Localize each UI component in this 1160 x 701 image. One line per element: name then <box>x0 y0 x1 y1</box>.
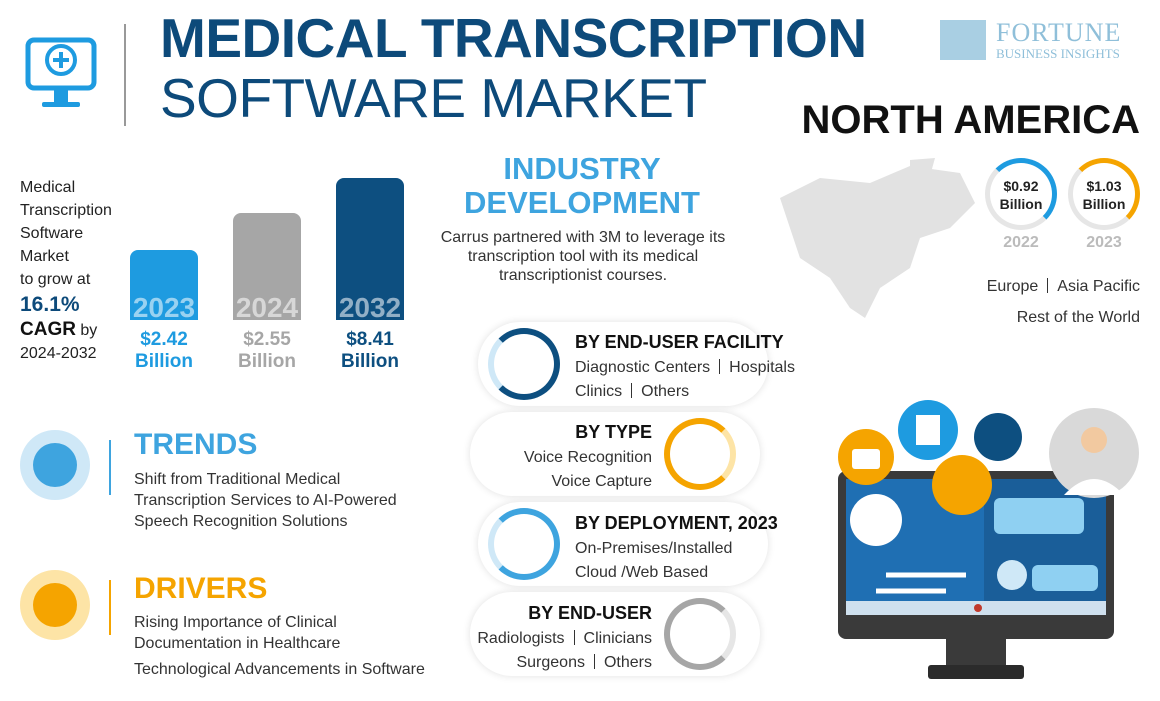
segment-text: BY END-USER Radiologists Clinicians Surgeon… <box>477 601 652 675</box>
item: Clinics <box>575 383 623 400</box>
trends-title: TRENDS <box>134 428 258 461</box>
map <box>780 158 975 318</box>
divider <box>109 440 111 495</box>
stat-ring <box>985 158 1057 230</box>
value: $2.55 <box>243 329 291 350</box>
stat-value: $1.03 <box>1086 178 1122 194</box>
segment-title: BY END-USER FACILITY <box>575 332 784 352</box>
item: Surgeons <box>516 654 585 671</box>
stat: $0.92 Billion <box>985 177 1057 213</box>
bar-year: 2032 <box>338 292 402 323</box>
other-regions: Europe Asia Pacific <box>987 278 1140 296</box>
item: Voice Recognition <box>523 449 652 466</box>
stat: $1.03 Billion <box>1068 177 1140 213</box>
growth-line: Medical <box>20 179 76 196</box>
region: Europe <box>986 278 1039 295</box>
segment-title: BY TYPE <box>575 422 652 442</box>
stat-value: $0.92 <box>1003 178 1039 194</box>
value: $8.41 <box>346 329 394 350</box>
region: Asia Pacific <box>1057 278 1140 295</box>
item: Others <box>641 383 690 400</box>
divider <box>124 24 126 126</box>
driver: Rising Importance of Clinical Documentat… <box>134 614 341 652</box>
growth-line: Transcription <box>20 202 112 219</box>
bar: 2032 <box>336 178 404 323</box>
cagr-label: CAGR <box>20 319 76 340</box>
monitor-icon <box>25 37 97 107</box>
driver: Technological Advancements in Software <box>134 661 425 678</box>
bar-value: $8.41 Billion <box>325 329 415 373</box>
item: Diagnostic Centers <box>575 359 711 376</box>
growth-text: Medical Transcription Software Market to… <box>20 176 112 365</box>
illustration <box>838 400 1139 679</box>
segment-title: BY END-USER <box>528 603 652 623</box>
trends-text: Shift from Traditional Medical Transcrip… <box>134 471 397 530</box>
unit: Billion <box>237 351 297 372</box>
segment-icon <box>488 328 560 400</box>
item: Clinicians <box>583 630 652 647</box>
stat-unit: Billion <box>1082 196 1126 212</box>
drivers-icon <box>20 570 90 640</box>
stat-unit: Billion <box>999 196 1043 212</box>
segment-text: BY TYPE Voice Recognition Voice Capture <box>524 420 652 494</box>
segment-text: BY END-USER FACILITY Diagnostic Centers Ho… <box>575 330 795 404</box>
by: by <box>80 322 98 339</box>
growth-line: Market <box>20 248 69 265</box>
item: Cloud /Web Based <box>575 564 709 581</box>
industry-title: INDUSTRY DEVELOPMENT <box>432 152 732 220</box>
segment-icon <box>488 508 560 580</box>
segment-icon <box>664 418 736 490</box>
title: MEDICAL TRANSCRIPTION <box>160 7 867 69</box>
period: 2024-2032 <box>20 345 97 362</box>
brand: FORTUNE <box>996 18 1122 47</box>
bar-value: $2.42 Billion <box>119 329 209 373</box>
bar-year: 2024 <box>235 292 299 323</box>
unit: Billion <box>340 351 400 372</box>
segment-icon <box>664 598 736 670</box>
bar: 2023 <box>130 250 198 323</box>
industry-text: Carrus partnered with 3M to leverage its… <box>440 229 726 284</box>
item: Radiologists <box>477 630 565 647</box>
growth-line: Software <box>20 225 84 242</box>
unit: Billion <box>134 351 194 372</box>
item: Others <box>603 654 652 671</box>
region-title: NORTH AMERICA <box>801 98 1141 142</box>
divider <box>109 580 111 635</box>
segment-title: BY DEPLOYMENT, 2023 <box>575 513 778 533</box>
bar-year: 2023 <box>132 292 196 323</box>
bar-value: $2.55 Billion <box>222 329 312 373</box>
stat-year: 2023 <box>1086 234 1122 251</box>
stat-ring <box>1068 158 1140 230</box>
industry-title-line: DEVELOPMENT <box>464 185 700 220</box>
item: Voice Capture <box>551 473 652 490</box>
growth-line: to grow at <box>20 271 91 288</box>
stat-year: 2022 <box>1003 234 1039 251</box>
cagr: 16.1% <box>20 293 80 316</box>
subtitle: SOFTWARE MARKET <box>160 67 707 129</box>
industry-title-line: INDUSTRY <box>503 151 661 186</box>
value: $2.42 <box>140 329 188 350</box>
trends-icon <box>20 430 90 500</box>
drivers-title: DRIVERS <box>134 572 268 605</box>
segment-text: BY DEPLOYMENT, 2023 On-Premises/Installed… <box>575 511 778 585</box>
item: Hospitals <box>729 359 795 376</box>
bar: 2024 <box>233 213 301 323</box>
item: On-Premises/Installed <box>575 540 733 557</box>
region: Rest of the World <box>1016 309 1140 326</box>
brand-sub: BUSINESS INSIGHTS <box>996 46 1120 61</box>
